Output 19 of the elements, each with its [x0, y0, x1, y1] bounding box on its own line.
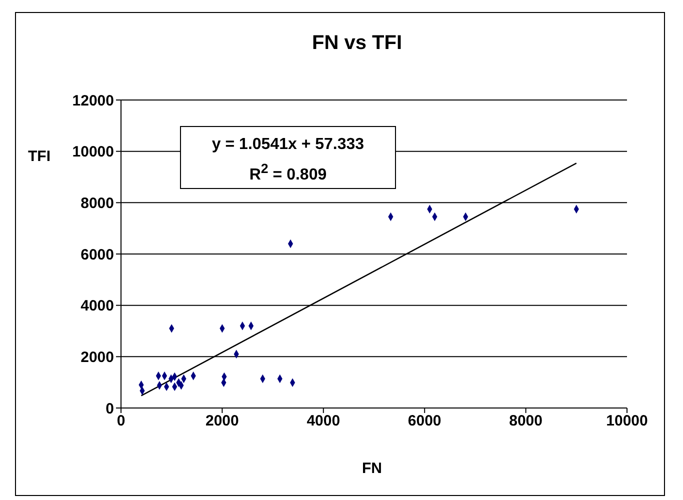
- y-tick-label: 4000: [80, 298, 114, 315]
- equation-box: y = 1.0541x + 57.333 R$^{2}$ = 0.809: [180, 126, 396, 189]
- annotation: y = 1.0541x + 57.333: [210, 135, 366, 155]
- y-tick-label: 2000: [80, 348, 114, 366]
- x-tick-label: 8000: [509, 412, 542, 430]
- x-tick-label: 4000: [306, 412, 340, 430]
- x-tick-label: 2000: [206, 412, 239, 430]
- y-tick-label: 10000: [72, 144, 114, 161]
- x-tick-label: 0: [116, 412, 126, 430]
- annotation: R$^{2}$ = 0.809: [248, 160, 328, 186]
- y-tick-label: 6000: [80, 246, 114, 264]
- y-axis-title: TFI: [28, 148, 50, 165]
- chart-title: FN vs TFI: [310, 32, 403, 55]
- y-tick-label: 8000: [80, 194, 114, 212]
- x-tick-label: 10000: [606, 412, 648, 430]
- y-tick-label: 0: [106, 400, 114, 418]
- x-axis-title: FN: [361, 460, 383, 477]
- x-tick-label: 6000: [408, 412, 442, 430]
- y-tick-label: 12000: [72, 92, 114, 110]
